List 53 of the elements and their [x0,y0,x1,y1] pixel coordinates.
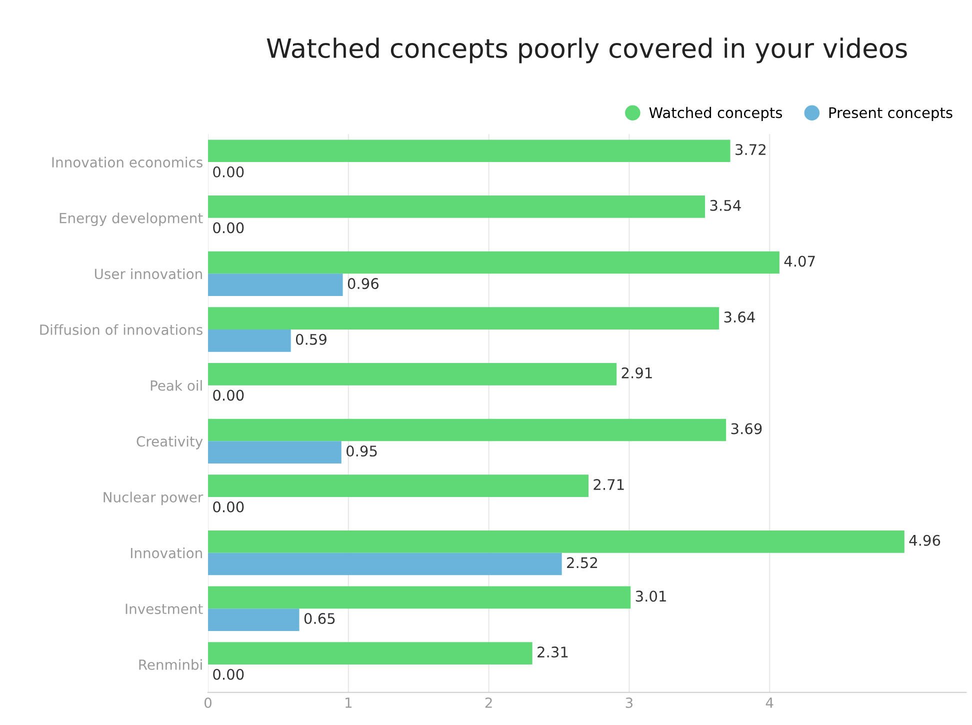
y-tick-label: Energy development [60,212,203,226]
data-label: 0.00 [213,222,244,234]
data-label: 0.00 [213,390,244,401]
bar [208,586,631,609]
data-label: 2.71 [594,479,624,490]
bar [208,552,562,576]
data-label: 0.59 [296,334,326,345]
bar [208,307,720,330]
data-label: 0.96 [348,278,379,290]
bar [208,251,780,274]
y-tick-label: Renminbi [139,659,202,670]
legend-label: Present concepts [829,107,952,121]
data-label: 3.54 [710,200,741,211]
data-label: 2.91 [622,367,652,378]
data-label: 0.00 [213,501,244,512]
bar [208,608,300,631]
data-label: 3.01 [636,590,666,602]
data-label: 0.00 [213,166,244,178]
bar [208,196,706,218]
bar [208,530,904,553]
bar [208,418,726,442]
legend-label: Watched concepts [649,106,782,121]
data-label: 4.07 [784,256,815,267]
bar [208,274,343,296]
y-tick-label: Innovation [130,548,202,558]
y-tick-label: Peak oil [150,380,202,391]
x-tick-label: 1 [346,698,352,708]
data-label: 2.52 [567,557,597,568]
x-tick-label: 4 [766,698,774,708]
y-tick-label: Diffusion of innovations [40,324,202,335]
y-tick-label: Creativity [136,436,203,450]
chart-title: Watched concepts poorly covered in your videos [266,38,907,64]
data-label: 3.69 [731,423,762,434]
data-label: 0.65 [304,613,335,624]
bar [208,363,617,386]
bar [208,330,291,352]
y-tick-label: Nuclear power [104,492,204,506]
data-label: 2.31 [538,646,568,658]
bar [208,441,342,464]
x-tick-label: 2 [485,697,492,708]
y-tick-label: User innovation [94,268,202,280]
x-tick-label: 0 [204,697,212,708]
y-tick-label: Investment [126,604,203,614]
y-tick-label: Innovation economics [52,156,202,168]
bar [208,140,730,162]
data-label: 0.00 [213,668,244,680]
data-label: 4.96 [909,534,940,546]
x-tick-label: 3 [626,697,633,708]
bar [208,642,532,664]
bar [208,474,588,497]
data-label: 3.72 [736,144,766,156]
data-label: 0.95 [346,446,377,457]
data-label: 3.64 [724,312,755,323]
